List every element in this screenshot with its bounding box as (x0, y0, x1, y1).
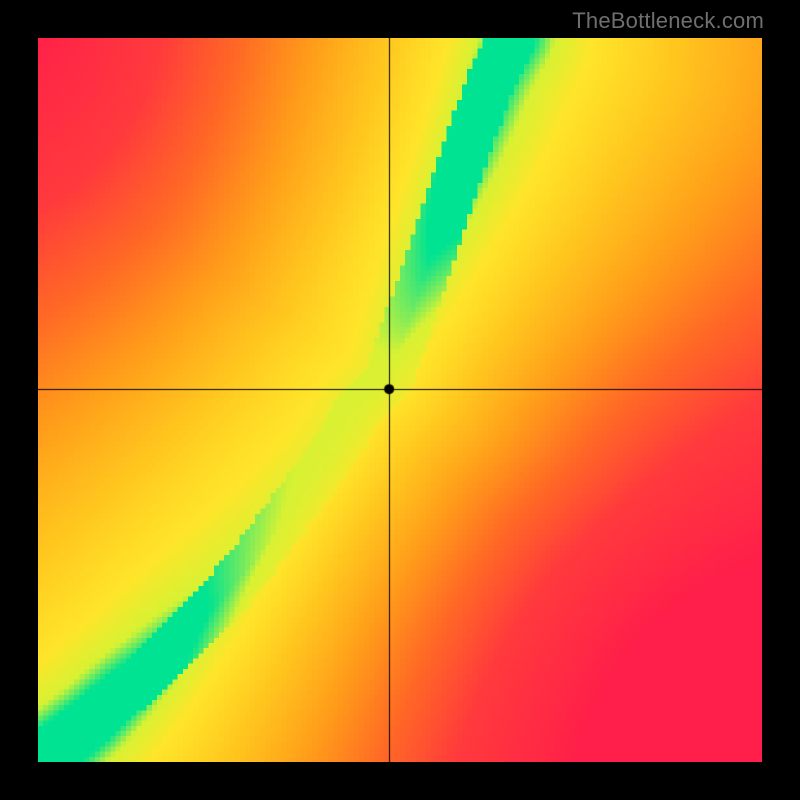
crosshair-overlay (38, 38, 762, 762)
attribution-text: TheBottleneck.com (572, 8, 764, 34)
chart-stage: TheBottleneck.com (0, 0, 800, 800)
